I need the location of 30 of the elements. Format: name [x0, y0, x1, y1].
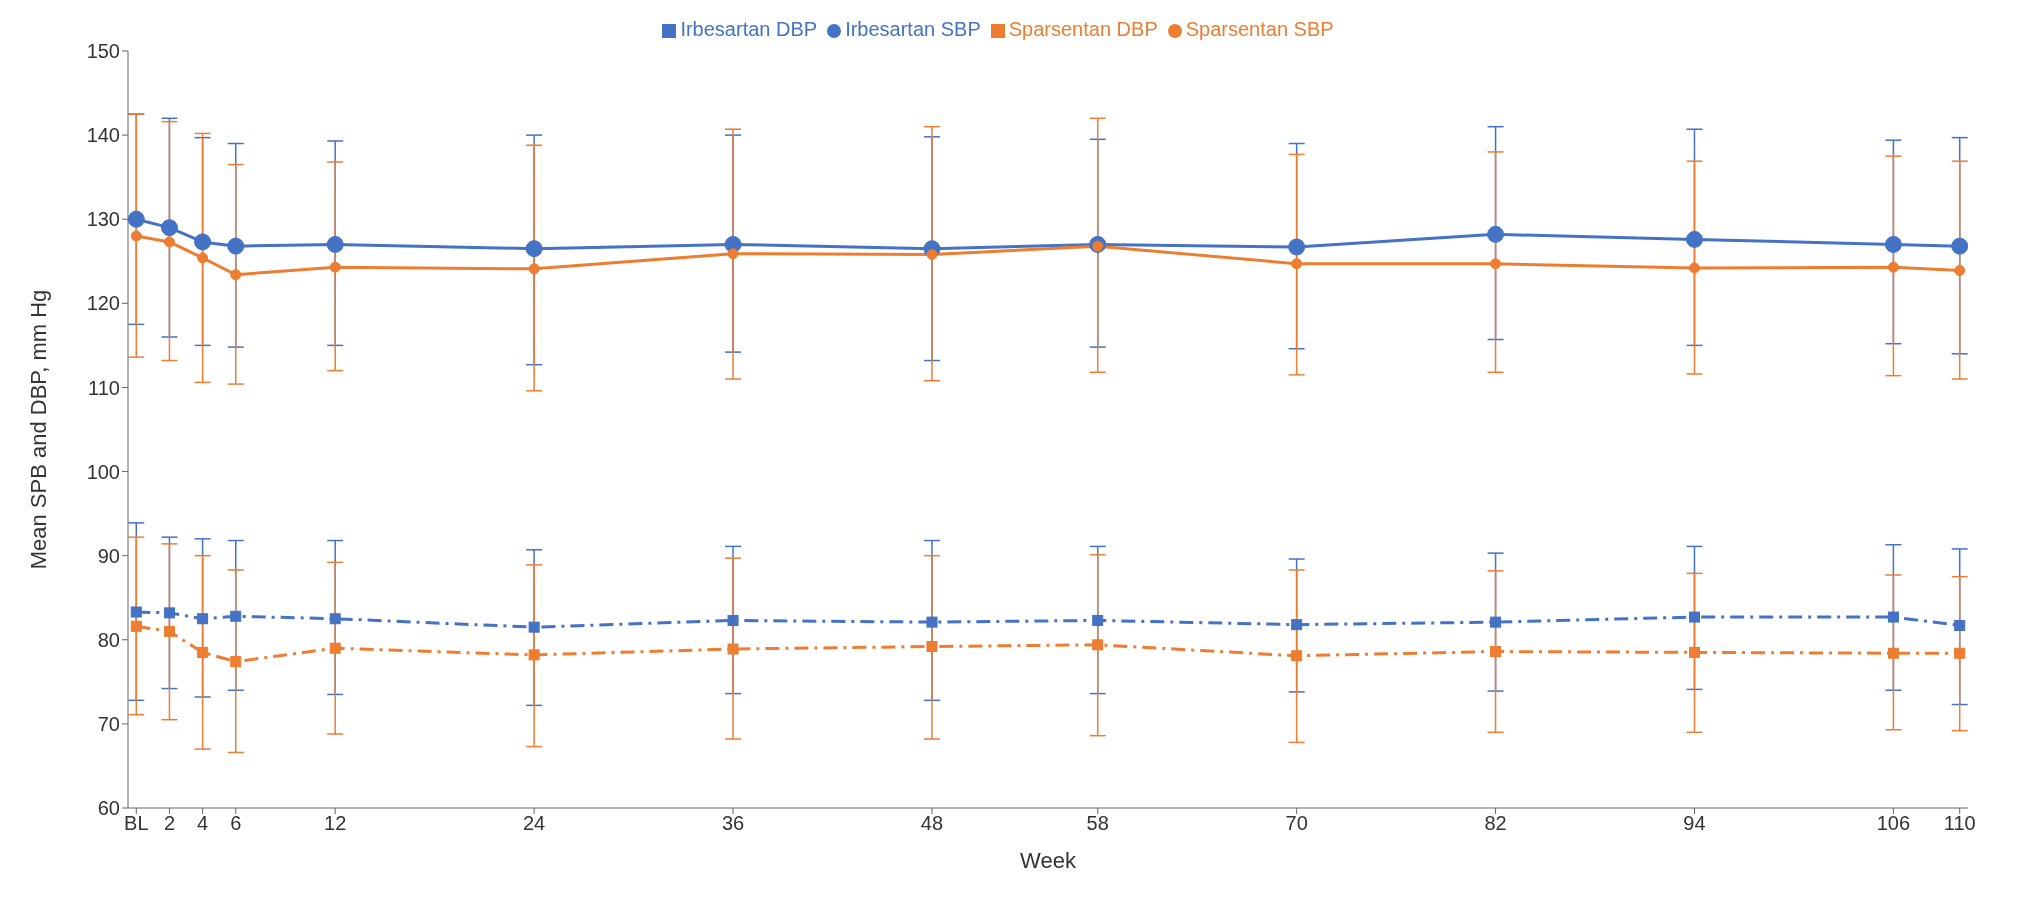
x-tick-label: 48 — [920, 812, 944, 835]
y-tick-label: 70 — [97, 712, 120, 735]
x-tick-label: BL — [124, 812, 149, 835]
legend-label: Sparsentan DBP — [1008, 18, 1158, 40]
y-tick-label: 120 — [86, 292, 120, 315]
x-tick-label: 94 — [1683, 812, 1706, 835]
y-tick-label: 140 — [86, 124, 120, 147]
legend-label: Sparsentan SBP — [1185, 18, 1334, 40]
y-tick-label: 60 — [97, 797, 120, 820]
x-tick-label: 106 — [1876, 812, 1911, 835]
y-tick-label: 150 — [86, 40, 120, 63]
x-tick-label: 58 — [1086, 812, 1109, 835]
x-tick-label: 12 — [324, 812, 347, 835]
y-tick-label: 110 — [88, 376, 120, 399]
x-tick-label: 2 — [163, 812, 175, 835]
x-tick-label: 4 — [197, 812, 209, 835]
x-tick-label: 70 — [1285, 812, 1308, 835]
y-tick-label: 100 — [86, 460, 120, 483]
legend-label: Irbesartan SBP — [845, 18, 981, 40]
y-tick-label: 130 — [86, 208, 120, 231]
x-tick-label: 36 — [721, 812, 745, 835]
x-tick-label: 82 — [1484, 812, 1507, 835]
x-axis-title: Week — [1020, 848, 1077, 873]
y-tick-label: 90 — [97, 544, 120, 567]
x-tick-label: 6 — [230, 812, 242, 835]
legend-label: Irbesartan DBP — [680, 18, 818, 40]
y-tick-label: 80 — [97, 628, 120, 651]
x-tick-label: 24 — [523, 812, 546, 835]
x-tick-label: 110 — [1943, 812, 1976, 835]
y-axis-title: Mean SPB and DBP, mm Hg — [25, 289, 51, 570]
